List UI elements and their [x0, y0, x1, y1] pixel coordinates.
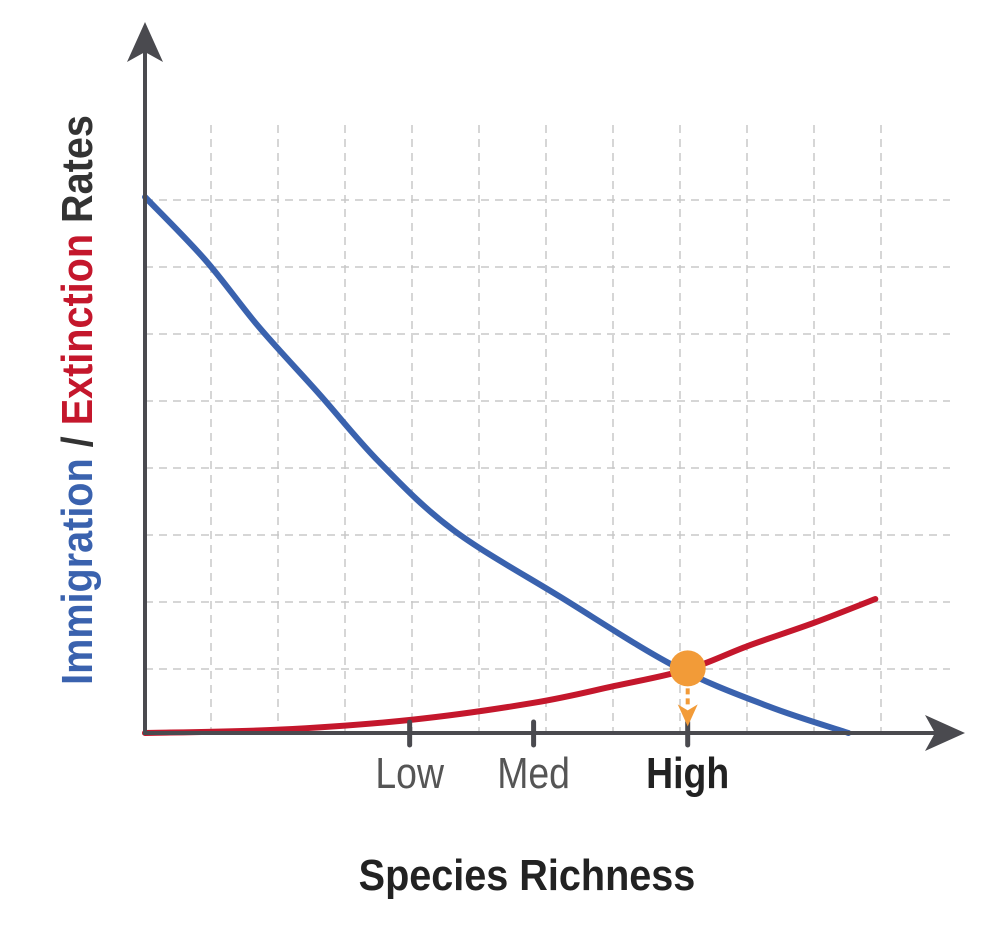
x-ticks: Low Med High	[375, 719, 729, 798]
y-axis-label: Immigration / Extinction Rates	[52, 115, 101, 685]
extinction-curve	[142, 596, 879, 736]
equilibrium-marker	[669, 650, 706, 727]
x-axis-arrow	[925, 715, 965, 751]
y-label-separator: /	[52, 425, 101, 458]
x-tick-label: High	[646, 748, 729, 798]
grid	[145, 125, 950, 733]
series-lines	[142, 194, 879, 736]
x-tick-label: Low	[375, 748, 444, 798]
y-label-rates: Rates	[52, 115, 101, 234]
y-label-extinction: Extinction	[52, 234, 101, 425]
x-tick-label: Med	[497, 748, 570, 798]
immigration-curve	[142, 194, 852, 736]
axes	[127, 22, 965, 751]
arrow-down-icon	[677, 704, 698, 727]
y-label-immigration: Immigration	[52, 458, 101, 685]
x-axis-label: Species Richness	[359, 850, 696, 899]
equilibrium-point	[669, 650, 706, 687]
y-axis-arrow	[127, 22, 163, 62]
